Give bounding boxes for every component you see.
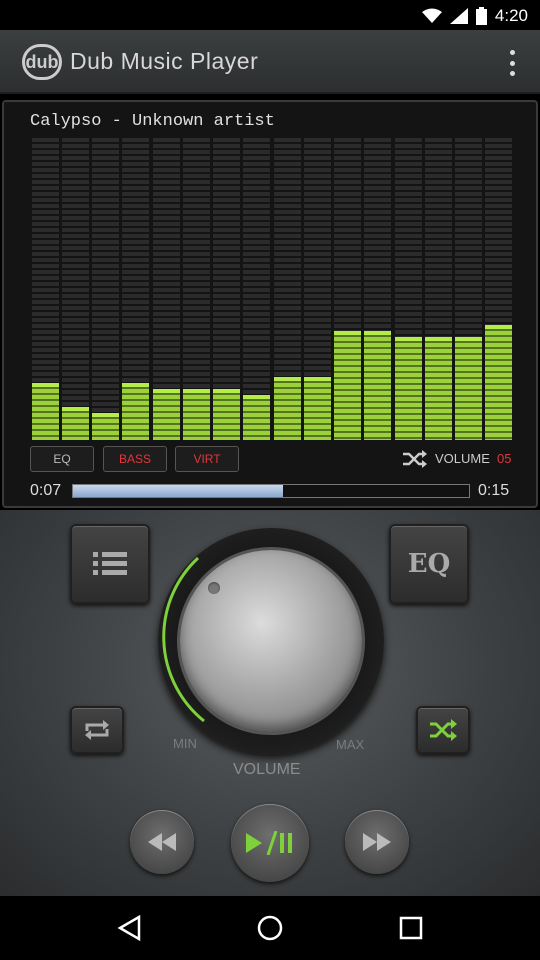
eq-band-15 [455, 138, 482, 440]
knob-volume-label: VOLUME [233, 761, 301, 778]
eq-band-7 [213, 138, 240, 440]
recents-icon[interactable] [399, 916, 423, 940]
status-time: 4:20 [494, 6, 528, 25]
virt-toggle[interactable]: VIRT [175, 446, 239, 472]
eq-band-level [92, 413, 119, 440]
eq-band-level [213, 389, 240, 440]
eq-band-level [153, 389, 180, 440]
eq-band-level [455, 337, 482, 440]
previous-button[interactable] [130, 810, 194, 874]
volume-knob[interactable] [158, 528, 384, 754]
seek-bar-fill [73, 485, 283, 497]
knob-indicator [208, 582, 220, 594]
eq-band-11 [334, 138, 361, 440]
eq-band-level [364, 331, 391, 440]
volume-knob-face [180, 550, 362, 732]
back-icon[interactable] [117, 915, 141, 941]
bass-toggle[interactable]: BASS [103, 446, 167, 472]
eq-toggle[interactable]: EQ [30, 446, 94, 472]
battery-icon [475, 7, 487, 25]
control-deck: EQ MIN MAX VOLUME [0, 510, 540, 896]
signal-icon [449, 8, 468, 24]
app-title: Dub Music Player [70, 48, 259, 74]
eq-band-level [334, 331, 361, 440]
app-bar: dub Dub Music Player [0, 30, 540, 94]
wifi-icon [421, 8, 442, 23]
eq-band-16 [485, 138, 512, 440]
next-button[interactable] [345, 810, 409, 874]
seek-bar[interactable] [72, 484, 470, 498]
eq-band-level [62, 407, 89, 440]
eq-band-3 [92, 138, 119, 440]
eq-band-2 [62, 138, 89, 440]
eq-button[interactable]: EQ [389, 524, 469, 604]
equalizer-visualizer [30, 138, 514, 440]
eq-band-9 [274, 138, 301, 440]
eq-band-6 [183, 138, 210, 440]
repeat-icon [85, 720, 109, 740]
eq-band-level [122, 383, 149, 440]
playlist-button[interactable] [70, 524, 150, 604]
eq-band-level [485, 325, 512, 440]
eq-band-14 [425, 138, 452, 440]
shuffle-icon [403, 450, 427, 468]
previous-icon [148, 833, 176, 851]
eq-band-4 [122, 138, 149, 440]
knob-max-label: MAX [336, 737, 365, 752]
eq-band-level [183, 389, 210, 440]
playlist-icon [93, 552, 127, 575]
dub-logo-icon: dub [22, 44, 62, 80]
eq-band-level [304, 377, 331, 440]
eq-band-12 [364, 138, 391, 440]
eq-band-5 [153, 138, 180, 440]
system-nav-bar [0, 896, 540, 960]
eq-band-level [395, 337, 422, 440]
status-icons: 4:20 [421, 6, 528, 26]
eq-band-1 [32, 138, 59, 440]
repeat-button[interactable] [70, 706, 124, 754]
track-title: Calypso - Unknown artist [30, 112, 275, 131]
total-time: 0:15 [478, 482, 510, 499]
overflow-menu-icon[interactable] [504, 50, 520, 76]
shuffle-button[interactable] [416, 706, 470, 754]
shuffle-icon [430, 719, 457, 741]
eq-band-level [243, 395, 270, 440]
eq-band-level [32, 383, 59, 440]
eq-band-10 [304, 138, 331, 440]
home-icon[interactable] [256, 914, 284, 942]
eq-band-level [274, 377, 301, 440]
elapsed-time: 0:07 [30, 482, 62, 499]
visualizer-panel: Calypso - Unknown artist EQ BASS VIRT VO… [2, 100, 538, 508]
volume-label: VOLUME [435, 451, 490, 466]
volume-arc [162, 556, 205, 723]
knob-min-label: MIN [173, 736, 197, 751]
volume-value: 05 [497, 451, 512, 466]
next-icon [363, 833, 391, 851]
eq-band-level [425, 337, 452, 440]
play-pause-button[interactable] [231, 804, 309, 882]
status-bar: 4:20 [0, 0, 540, 30]
eq-band-8 [243, 138, 270, 440]
eq-band-13 [395, 138, 422, 440]
eq-icon: EQ [407, 549, 451, 579]
play-pause-icon [246, 831, 292, 855]
